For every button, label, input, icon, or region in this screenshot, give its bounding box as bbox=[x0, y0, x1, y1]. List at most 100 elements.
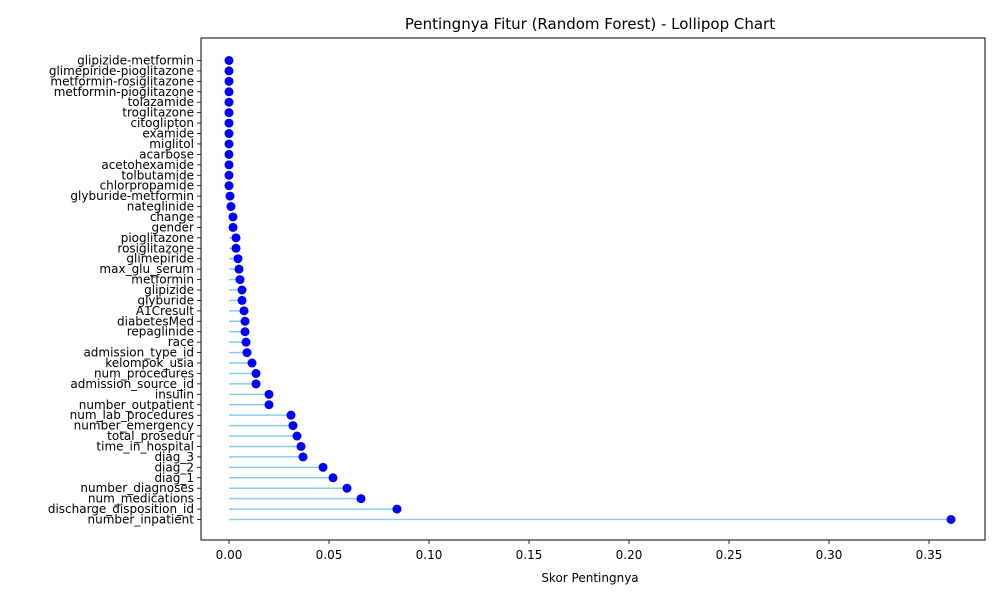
y-tick-label: tolbutamide bbox=[121, 168, 194, 182]
marker-miglitol bbox=[224, 139, 234, 149]
marker-num_lab_procedures bbox=[286, 410, 296, 420]
y-tick-label: miglitol bbox=[149, 137, 194, 151]
marker-metformin bbox=[235, 275, 245, 285]
marker-troglitazone bbox=[224, 108, 234, 118]
y-tick-label: gender bbox=[151, 220, 194, 234]
plot-frame bbox=[200, 37, 986, 541]
marker-rosiglitazone bbox=[231, 243, 241, 253]
y-tick-label: number_emergency bbox=[74, 419, 194, 433]
y-tick-label: admission_source_id bbox=[70, 377, 194, 391]
marker-race bbox=[241, 337, 251, 347]
x-tick-label: 0.05 bbox=[316, 548, 343, 562]
y-tick-label: pioglitazone bbox=[121, 231, 194, 245]
marker-repaglinide bbox=[240, 327, 250, 337]
y-tick-label: admission_type_id bbox=[83, 346, 194, 360]
y-tick-label: diag_2 bbox=[154, 460, 194, 474]
y-tick-label: num_procedures bbox=[94, 366, 194, 380]
y-tick-label: total_prosedur bbox=[107, 429, 194, 443]
y-axis-ticks: number_inpatientdischarge_disposition_id… bbox=[48, 54, 201, 527]
marker-acetohexamide bbox=[224, 160, 234, 170]
y-tick-label: diabetesMed bbox=[117, 314, 194, 328]
y-tick-label: chlorpropamide bbox=[100, 179, 194, 193]
marker-number_outpatient bbox=[264, 400, 274, 410]
marker-total_prosedur bbox=[292, 431, 302, 441]
marker-tolazamide bbox=[224, 97, 234, 107]
y-tick-label: glyburide bbox=[137, 293, 194, 307]
marker-diag_2 bbox=[318, 462, 328, 472]
x-tick-label: 0.15 bbox=[516, 548, 543, 562]
y-tick-label: number_inpatient bbox=[88, 513, 195, 527]
marker-examide bbox=[224, 129, 234, 139]
y-tick-label: number_outpatient bbox=[79, 398, 194, 412]
y-tick-label: A1Cresult bbox=[136, 304, 194, 318]
y-tick-label: num_lab_procedures bbox=[70, 408, 194, 422]
marker-pioglitazone bbox=[231, 233, 241, 243]
marker-diabetesMed bbox=[240, 316, 250, 326]
chart-title: Pentingnya Fitur (Random Forest) - Lolli… bbox=[405, 15, 775, 33]
marker-diag_3 bbox=[298, 452, 308, 462]
y-tick-label: number_diagnoses bbox=[80, 481, 194, 495]
y-tick-label: glimepiride-pioglitazone bbox=[49, 64, 194, 78]
marker-number_emergency bbox=[288, 421, 298, 431]
marker-admission_source_id bbox=[251, 379, 261, 389]
marker-glimepiride bbox=[233, 254, 243, 264]
y-tick-label: diag_1 bbox=[154, 471, 194, 485]
marker-kelompok_usia bbox=[247, 358, 257, 368]
y-tick-label: num_medications bbox=[88, 492, 194, 506]
y-tick-label: insulin bbox=[155, 387, 194, 401]
stems-group bbox=[229, 195, 951, 521]
y-tick-label: acetohexamide bbox=[101, 158, 194, 172]
marker-num_medications bbox=[356, 494, 366, 504]
x-tick-label: 0.20 bbox=[616, 548, 643, 562]
y-tick-label: kelompok_usia bbox=[105, 356, 194, 370]
x-tick-label: 0.00 bbox=[216, 548, 243, 562]
marker-glimepiride-pioglitazone bbox=[224, 66, 234, 76]
marker-glipizide bbox=[237, 285, 247, 295]
y-tick-label: metformin-rosiglitazone bbox=[50, 74, 194, 88]
marker-A1Cresult bbox=[239, 306, 249, 316]
markers-group bbox=[224, 56, 956, 524]
y-tick-label: discharge_disposition_id bbox=[48, 502, 194, 516]
y-tick-label: glyburide-metformin bbox=[70, 189, 194, 203]
y-tick-label: metformin-pioglitazone bbox=[54, 85, 194, 99]
marker-metformin-rosiglitazone bbox=[224, 76, 234, 86]
x-axis-label: Skor Pentingnya bbox=[541, 571, 638, 585]
marker-admission_type_id bbox=[242, 348, 252, 358]
y-tick-label: diag_3 bbox=[154, 450, 194, 464]
marker-insulin bbox=[264, 389, 274, 399]
marker-metformin-pioglitazone bbox=[224, 87, 234, 97]
marker-chlorpropamide bbox=[224, 181, 234, 191]
y-tick-label: tolazamide bbox=[128, 95, 194, 109]
y-tick-label: change bbox=[150, 210, 194, 224]
y-tick-label: troglitazone bbox=[122, 106, 194, 120]
y-tick-label: race bbox=[168, 335, 194, 349]
y-tick-label: citoglipton bbox=[130, 116, 194, 130]
x-tick-label: 0.35 bbox=[916, 548, 943, 562]
y-tick-label: glimepiride bbox=[126, 252, 194, 266]
y-tick-label: time_in_hospital bbox=[96, 439, 194, 453]
marker-num_procedures bbox=[251, 368, 261, 378]
marker-glyburide bbox=[237, 295, 247, 305]
marker-glyburide-metformin bbox=[225, 191, 235, 201]
x-tick-label: 0.30 bbox=[816, 548, 843, 562]
marker-number_diagnoses bbox=[342, 483, 352, 493]
marker-diag_1 bbox=[328, 473, 338, 483]
marker-glipizide-metformin bbox=[224, 56, 234, 65]
marker-acarbose bbox=[224, 149, 234, 159]
marker-change bbox=[228, 212, 238, 222]
y-tick-label: rosiglitazone bbox=[117, 241, 194, 255]
y-tick-label: nateglinide bbox=[127, 200, 194, 214]
marker-time_in_hospital bbox=[296, 441, 306, 451]
y-tick-label: glipizide bbox=[144, 283, 194, 297]
marker-gender bbox=[228, 222, 238, 232]
y-tick-label: metformin bbox=[131, 273, 194, 287]
y-tick-label: glipizide-metformin bbox=[77, 54, 194, 68]
y-tick-label: repaglinide bbox=[127, 325, 194, 339]
x-axis-ticks: 0.00 0.05 0.10 0.15 0.20 0.25 0.30 0.35 bbox=[216, 540, 943, 562]
y-tick-label: examide bbox=[142, 127, 194, 141]
marker-max_glu_serum bbox=[234, 264, 244, 274]
marker-tolbutamide bbox=[224, 170, 234, 180]
y-tick-label: max_glu_serum bbox=[99, 262, 194, 276]
